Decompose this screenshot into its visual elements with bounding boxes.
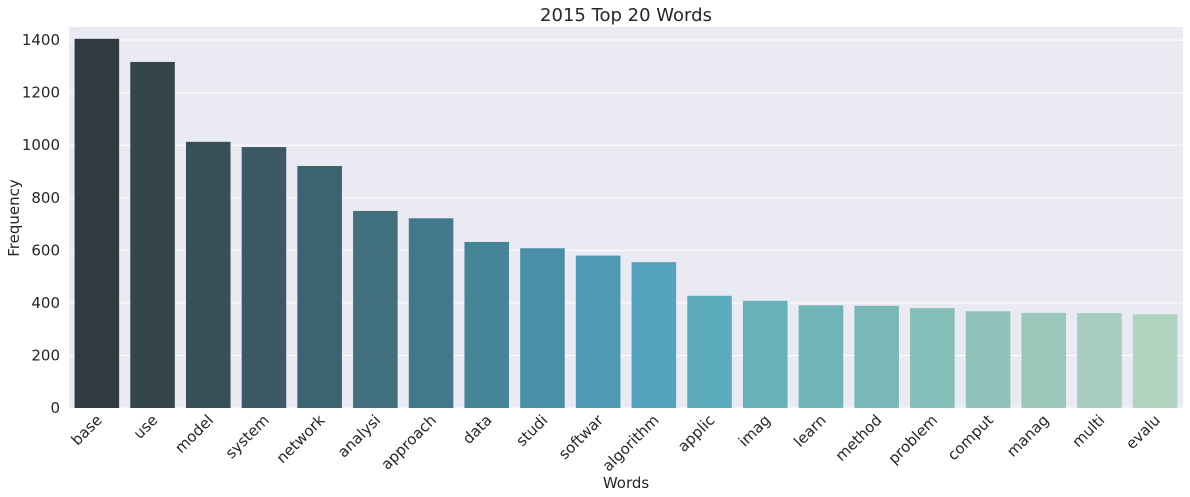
y-tick-label: 1000: [22, 136, 60, 154]
bar-use: [130, 61, 175, 408]
bar-network: [297, 165, 342, 408]
x-axis-ticks: base use model system network analysiapproach…: [68, 411, 1164, 476]
bars: [74, 38, 1178, 409]
x-tick-label: applic: [674, 411, 718, 455]
x-tick-label: studi: [512, 411, 551, 450]
y-tick-label: 800: [31, 189, 60, 207]
x-tick-label: comput: [944, 411, 997, 464]
y-tick-label: 600: [31, 241, 60, 259]
x-tick-label: softwar: [555, 411, 608, 464]
bar-softwar: [575, 255, 621, 408]
bar-applic: [687, 295, 732, 408]
bar-algorithm: [631, 262, 677, 408]
plot-background: [69, 27, 1183, 408]
x-tick-label: method: [832, 411, 886, 465]
y-tick-label: 0: [50, 399, 60, 417]
bar-analysi: [353, 210, 398, 408]
bar-imag: [742, 300, 788, 408]
chart-title: 2015 Top 20 Words: [540, 5, 712, 26]
bar-data: [464, 241, 510, 408]
x-tick-label: model: [171, 411, 217, 457]
x-tick-label: evalu: [1122, 411, 1164, 453]
y-tick-label: 1200: [22, 84, 60, 102]
x-tick-label: approach: [378, 411, 440, 473]
x-tick-label: algorithm: [599, 411, 663, 475]
x-tick-label: network: [273, 411, 329, 467]
x-axis-title: Words: [603, 474, 650, 492]
x-tick-label: multi: [1068, 411, 1108, 451]
x-tick-label: analysi: [334, 411, 384, 461]
y-tick-label: 400: [31, 294, 60, 312]
bar-studi: [520, 248, 565, 408]
bar-evalu: [1132, 314, 1178, 408]
x-tick-label: data: [459, 411, 496, 448]
bar-model: [185, 141, 231, 409]
bar-base: [74, 38, 120, 409]
x-tick-label: manag: [1003, 411, 1053, 461]
y-tick-label: 1400: [22, 31, 60, 49]
bar-multi: [1077, 313, 1122, 408]
bar-approach: [408, 218, 454, 408]
x-tick-label: use: [130, 411, 162, 443]
bar-system: [241, 147, 287, 408]
x-tick-label: base: [68, 411, 106, 449]
bar-comput: [965, 311, 1011, 408]
y-tick-label: 200: [31, 346, 60, 364]
x-tick-label: system: [222, 411, 273, 462]
bar-learn: [798, 305, 844, 408]
x-tick-label: problem: [885, 411, 942, 468]
y-axis-title: Frequency: [5, 179, 23, 257]
x-tick-label: learn: [790, 411, 830, 451]
bar-problem: [910, 308, 955, 408]
y-axis-ticks: 0 200 400 600 800 1000 1200 1400: [22, 31, 60, 417]
x-tick-label: imag: [735, 411, 774, 450]
bar-method: [854, 305, 899, 408]
bar-manag: [1021, 312, 1067, 408]
